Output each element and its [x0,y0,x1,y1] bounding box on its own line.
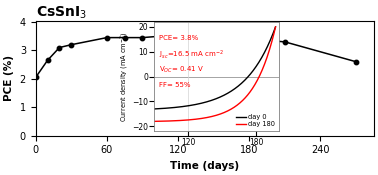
Y-axis label: PCE (%): PCE (%) [4,55,14,101]
Text: CsSnI$_3$: CsSnI$_3$ [36,4,87,21]
X-axis label: Time (days): Time (days) [170,161,239,171]
